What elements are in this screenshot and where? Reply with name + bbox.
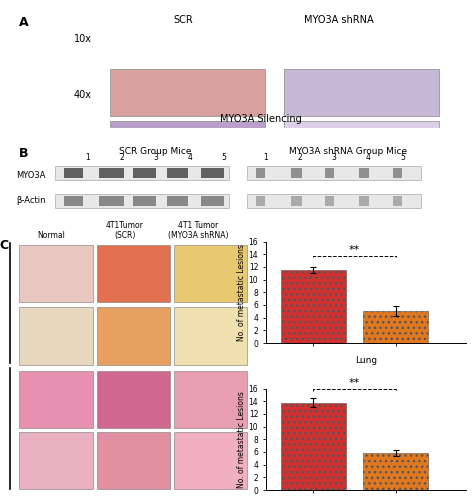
Text: MYO3A Silencing: MYO3A Silencing [220,114,302,124]
Text: B: B [19,147,28,160]
FancyBboxPatch shape [64,196,83,206]
FancyBboxPatch shape [167,196,188,206]
Text: 2: 2 [119,152,124,162]
Text: 1: 1 [85,152,89,162]
FancyBboxPatch shape [167,168,188,177]
FancyBboxPatch shape [201,168,224,177]
Text: SCR Group Mice: SCR Group Mice [119,147,192,156]
Text: 4: 4 [366,152,371,162]
FancyBboxPatch shape [256,196,266,206]
FancyBboxPatch shape [174,308,248,364]
FancyBboxPatch shape [99,196,124,206]
X-axis label: Lung: Lung [355,356,377,365]
FancyBboxPatch shape [20,308,93,364]
FancyBboxPatch shape [20,371,93,428]
Y-axis label: No. of metastatic Lesions: No. of metastatic Lesions [237,391,246,488]
Text: 5: 5 [400,152,405,162]
FancyBboxPatch shape [247,194,421,208]
Text: Normal: Normal [37,232,65,240]
Text: C: C [0,239,9,252]
FancyBboxPatch shape [325,196,334,206]
Bar [281,402,346,490]
FancyBboxPatch shape [174,246,248,302]
FancyBboxPatch shape [97,371,170,428]
FancyBboxPatch shape [55,194,229,208]
Text: 5: 5 [222,152,227,162]
FancyBboxPatch shape [64,168,83,177]
FancyBboxPatch shape [20,432,93,489]
FancyBboxPatch shape [290,168,302,177]
Text: **: ** [349,378,360,388]
Legend: Normal, 4T1 Tumor(SCR), 4T1 Tumor(MYO3A shRNA): Normal, 4T1 Tumor(SCR), 4T1 Tumor(MYO3A … [474,392,476,420]
FancyBboxPatch shape [284,69,439,116]
Text: **: ** [349,245,360,255]
Text: β-Actin: β-Actin [17,196,46,205]
FancyBboxPatch shape [359,168,369,177]
Text: MYO3A shRNA Group Mice: MYO3A shRNA Group Mice [288,147,407,156]
FancyBboxPatch shape [20,246,93,302]
FancyBboxPatch shape [133,168,156,177]
FancyBboxPatch shape [97,308,170,364]
Bar [363,312,428,343]
FancyBboxPatch shape [55,166,229,180]
Text: A: A [19,16,28,29]
Text: 40x: 40x [74,90,92,100]
FancyBboxPatch shape [325,168,334,177]
FancyBboxPatch shape [393,168,402,177]
Text: MYO3A shRNA: MYO3A shRNA [304,14,373,24]
Y-axis label: No. of metastatic Lesions: No. of metastatic Lesions [237,244,246,341]
FancyBboxPatch shape [256,168,266,177]
FancyBboxPatch shape [97,432,170,489]
FancyBboxPatch shape [99,168,124,177]
Bar [363,454,428,490]
FancyBboxPatch shape [247,166,421,180]
Text: 3: 3 [331,152,337,162]
FancyBboxPatch shape [110,120,266,168]
Text: 3: 3 [153,152,158,162]
FancyBboxPatch shape [290,196,302,206]
FancyBboxPatch shape [284,120,439,168]
FancyBboxPatch shape [174,432,248,489]
Text: 1: 1 [263,152,268,162]
Text: 10x: 10x [74,34,92,44]
Bar [281,270,346,343]
Legend: Normal, 4T1 Tumor(SCR), 4T1 Tumor(MYO3A shRNA): Normal, 4T1 Tumor(SCR), 4T1 Tumor(MYO3A … [474,245,476,274]
Text: MYO3A: MYO3A [17,170,46,179]
FancyBboxPatch shape [97,246,170,302]
Text: SCR: SCR [173,14,193,24]
Text: 4T1 Tumor
(MYO3A shRNA): 4T1 Tumor (MYO3A shRNA) [168,221,228,240]
FancyBboxPatch shape [393,196,402,206]
FancyBboxPatch shape [174,371,248,428]
Text: 4T1Tumor
(SCR): 4T1Tumor (SCR) [106,221,144,240]
FancyBboxPatch shape [201,196,224,206]
Text: 2: 2 [298,152,302,162]
FancyBboxPatch shape [133,196,156,206]
Text: 4: 4 [188,152,192,162]
FancyBboxPatch shape [359,196,369,206]
FancyBboxPatch shape [110,69,266,116]
